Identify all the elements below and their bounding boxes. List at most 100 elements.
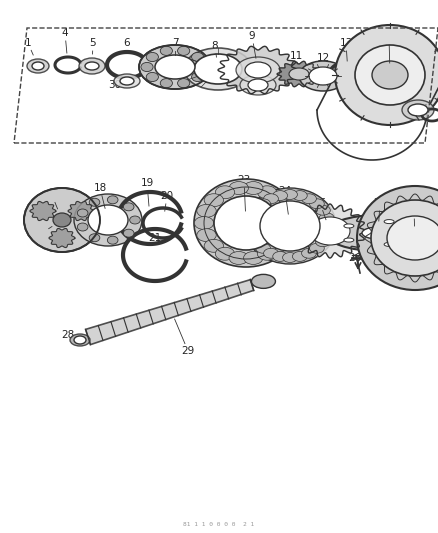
Ellipse shape bbox=[250, 205, 265, 215]
Ellipse shape bbox=[273, 191, 288, 200]
Ellipse shape bbox=[146, 52, 159, 62]
Text: 17: 17 bbox=[35, 228, 49, 238]
Ellipse shape bbox=[319, 229, 334, 239]
Ellipse shape bbox=[302, 194, 316, 204]
Text: 19: 19 bbox=[140, 178, 154, 188]
Ellipse shape bbox=[155, 55, 195, 79]
Text: 29: 29 bbox=[181, 346, 194, 356]
Ellipse shape bbox=[194, 216, 214, 230]
Ellipse shape bbox=[120, 77, 134, 85]
Ellipse shape bbox=[24, 188, 100, 252]
Ellipse shape bbox=[214, 196, 278, 250]
Text: 6: 6 bbox=[124, 38, 131, 48]
Text: 7: 7 bbox=[172, 38, 178, 48]
Ellipse shape bbox=[146, 72, 159, 82]
Text: 23: 23 bbox=[237, 175, 251, 185]
Text: 26: 26 bbox=[348, 253, 362, 263]
Ellipse shape bbox=[74, 194, 142, 246]
Ellipse shape bbox=[409, 231, 419, 235]
Ellipse shape bbox=[107, 236, 118, 244]
Ellipse shape bbox=[293, 191, 307, 200]
Ellipse shape bbox=[257, 247, 277, 260]
Ellipse shape bbox=[70, 334, 90, 346]
Polygon shape bbox=[68, 201, 94, 221]
Ellipse shape bbox=[204, 239, 223, 252]
Ellipse shape bbox=[384, 220, 394, 223]
Text: 5: 5 bbox=[90, 38, 96, 48]
Ellipse shape bbox=[197, 62, 209, 71]
Ellipse shape bbox=[278, 216, 298, 230]
Ellipse shape bbox=[78, 209, 88, 217]
Ellipse shape bbox=[248, 79, 268, 91]
Ellipse shape bbox=[229, 182, 248, 195]
Text: 12: 12 bbox=[316, 53, 330, 63]
Ellipse shape bbox=[194, 54, 242, 84]
Ellipse shape bbox=[89, 234, 100, 242]
Ellipse shape bbox=[215, 247, 235, 260]
Ellipse shape bbox=[283, 190, 297, 199]
Ellipse shape bbox=[89, 198, 100, 206]
Ellipse shape bbox=[160, 78, 173, 88]
Ellipse shape bbox=[387, 216, 438, 260]
Ellipse shape bbox=[260, 201, 320, 251]
Ellipse shape bbox=[302, 248, 316, 258]
Ellipse shape bbox=[197, 229, 216, 241]
Text: 14: 14 bbox=[382, 32, 396, 42]
Ellipse shape bbox=[78, 223, 88, 231]
Ellipse shape bbox=[114, 74, 140, 88]
Ellipse shape bbox=[251, 274, 276, 288]
Ellipse shape bbox=[215, 186, 235, 199]
Polygon shape bbox=[49, 229, 75, 247]
Ellipse shape bbox=[264, 248, 279, 258]
Text: 9: 9 bbox=[249, 31, 255, 41]
Ellipse shape bbox=[79, 58, 105, 74]
Ellipse shape bbox=[268, 239, 288, 252]
Ellipse shape bbox=[256, 199, 271, 208]
Ellipse shape bbox=[326, 215, 430, 251]
Text: 21: 21 bbox=[148, 233, 162, 243]
Ellipse shape bbox=[283, 253, 297, 262]
Ellipse shape bbox=[293, 252, 307, 261]
Ellipse shape bbox=[124, 229, 134, 237]
Text: 24: 24 bbox=[279, 186, 292, 196]
Ellipse shape bbox=[344, 238, 354, 242]
Ellipse shape bbox=[85, 62, 99, 70]
Ellipse shape bbox=[184, 48, 252, 90]
Ellipse shape bbox=[177, 78, 190, 88]
Ellipse shape bbox=[268, 193, 288, 207]
Ellipse shape bbox=[372, 61, 408, 89]
Ellipse shape bbox=[408, 104, 428, 116]
Ellipse shape bbox=[245, 62, 271, 78]
Ellipse shape bbox=[276, 229, 295, 241]
Ellipse shape bbox=[141, 62, 153, 71]
Text: 18: 18 bbox=[93, 183, 106, 193]
Ellipse shape bbox=[276, 204, 295, 217]
Ellipse shape bbox=[229, 252, 248, 264]
Ellipse shape bbox=[27, 59, 49, 73]
Text: 16: 16 bbox=[46, 190, 59, 200]
Ellipse shape bbox=[197, 204, 216, 217]
Ellipse shape bbox=[194, 179, 298, 267]
Ellipse shape bbox=[319, 213, 334, 223]
Text: 4: 4 bbox=[62, 28, 68, 38]
Text: 25: 25 bbox=[313, 198, 327, 208]
Text: 27: 27 bbox=[407, 206, 420, 216]
Ellipse shape bbox=[107, 196, 118, 204]
Ellipse shape bbox=[246, 213, 261, 223]
Ellipse shape bbox=[357, 186, 438, 290]
Ellipse shape bbox=[355, 45, 425, 105]
Text: 8: 8 bbox=[212, 41, 218, 51]
Text: 15: 15 bbox=[415, 93, 429, 103]
Ellipse shape bbox=[88, 205, 128, 235]
Ellipse shape bbox=[191, 52, 204, 62]
Ellipse shape bbox=[53, 213, 71, 227]
Ellipse shape bbox=[236, 57, 280, 83]
Ellipse shape bbox=[321, 221, 336, 231]
Ellipse shape bbox=[273, 252, 288, 261]
Text: 10: 10 bbox=[237, 73, 251, 83]
Ellipse shape bbox=[244, 188, 336, 264]
Ellipse shape bbox=[204, 193, 223, 207]
Ellipse shape bbox=[250, 237, 265, 247]
Ellipse shape bbox=[240, 75, 276, 95]
Text: 11: 11 bbox=[290, 51, 303, 61]
